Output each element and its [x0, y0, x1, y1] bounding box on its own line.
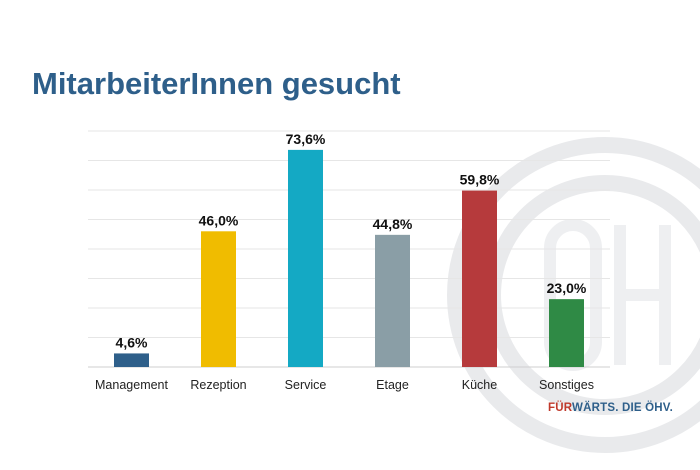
- brand-slogan-part2: WÄRTS. DIE ÖHV.: [572, 402, 674, 414]
- data-label: 46,0%: [199, 212, 239, 228]
- data-label: 23,0%: [547, 280, 587, 296]
- x-tick-label: Service: [285, 378, 327, 392]
- data-label: 4,6%: [116, 334, 148, 350]
- data-label: 44,8%: [373, 216, 413, 232]
- data-label: 73,6%: [286, 131, 326, 147]
- x-tick-label: Küche: [462, 378, 497, 392]
- bar: [288, 149, 323, 367]
- brand-slogan-part1: FÜR: [548, 402, 573, 414]
- bar: [549, 299, 584, 367]
- bar: [375, 234, 410, 367]
- brand-slogan: FÜRWÄRTS. DIE ÖHV.: [548, 402, 673, 414]
- x-tick-label: Management: [95, 378, 168, 392]
- data-label: 59,8%: [460, 172, 500, 188]
- slide-title: MitarbeiterInnen gesucht: [32, 66, 401, 101]
- x-tick-label: Etage: [376, 378, 409, 392]
- x-tick-label: Sonstiges: [539, 378, 594, 392]
- bar: [462, 190, 497, 367]
- x-tick-label: Rezeption: [190, 378, 246, 392]
- bar: [114, 353, 149, 367]
- bar: [201, 231, 236, 367]
